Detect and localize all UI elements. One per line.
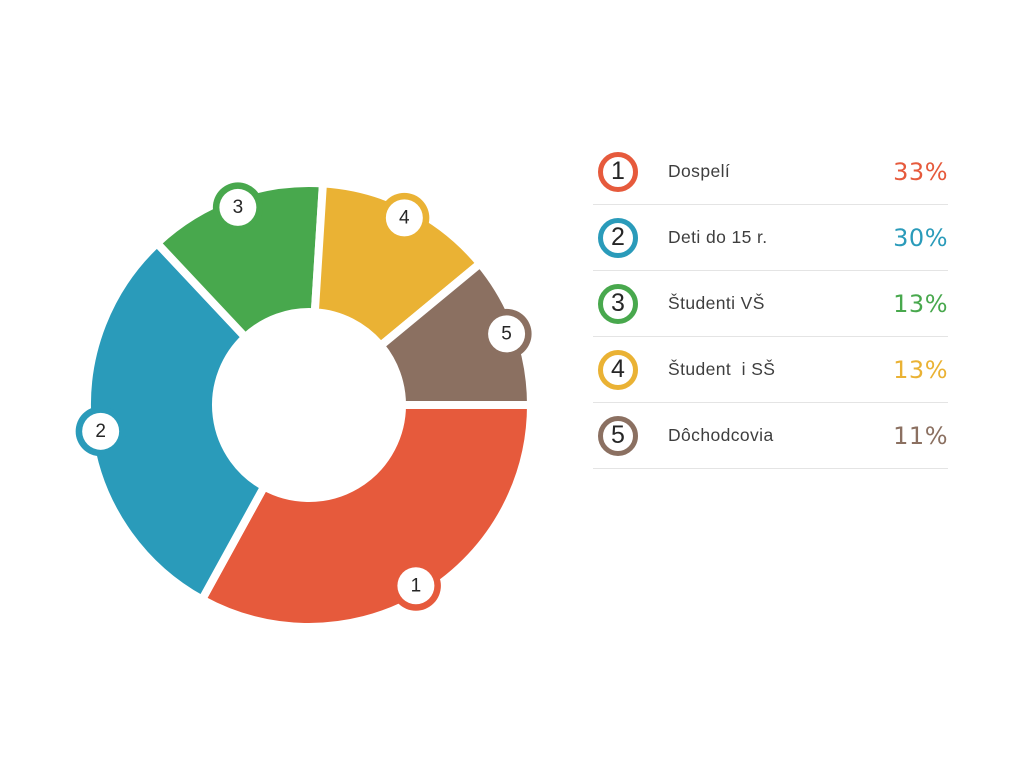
legend-number-badge: 1 (598, 151, 638, 192)
legend-item-value: 33% (893, 157, 948, 186)
pie-segment-3 (151, 179, 328, 343)
pie-segment-4 (310, 179, 486, 352)
legend-number-badge: 5 (598, 415, 638, 456)
legend-item-value: 11% (893, 421, 948, 450)
segment-badge-face (385, 199, 423, 237)
legend-item-label: Študent i SŠ (668, 359, 776, 379)
segment-badge-face (488, 315, 526, 353)
pie-segment-5 (375, 257, 536, 409)
legend-number-badge: 3 (598, 283, 638, 324)
legend-row: 3 Študenti VŠ 13% (593, 271, 948, 337)
legend-row: 1 Dospelí 33% (593, 139, 948, 205)
segment-badge-number: 4 (399, 207, 410, 228)
segment-badge-number: 3 (233, 197, 244, 218)
segment-badge-number: 5 (501, 323, 512, 344)
legend-item-label: Dospelí (668, 161, 731, 181)
segment-badge-face (219, 188, 257, 226)
legend-item-value: 13% (893, 289, 948, 318)
legend-item-label: Deti do 15 r. (668, 227, 768, 247)
pie-segment-2 (83, 237, 270, 605)
segment-badge-face (82, 412, 120, 450)
legend-item-label: Dôchodcovia (668, 425, 774, 445)
chart-legend: 1 Dospelí 33% 2 Deti do 15 r. 30% 3 Štud… (593, 139, 948, 469)
segment-badge-number: 2 (95, 421, 106, 442)
segment-badge-number: 1 (411, 575, 422, 596)
segment-badge-face (397, 567, 435, 605)
legend-row: 2 Deti do 15 r. 30% (593, 205, 948, 271)
legend-item-label: Študenti VŠ (668, 293, 765, 313)
legend-number-badge: 2 (598, 217, 638, 258)
legend-row: 5 Dôchodcovia 11% (593, 403, 948, 469)
legend-row: 4 Študent i SŠ 13% (593, 337, 948, 403)
legend-number-badge: 4 (598, 349, 638, 390)
pie-segment-1 (196, 401, 536, 631)
legend-item-value: 13% (893, 355, 948, 384)
legend-item-value: 30% (893, 223, 948, 252)
